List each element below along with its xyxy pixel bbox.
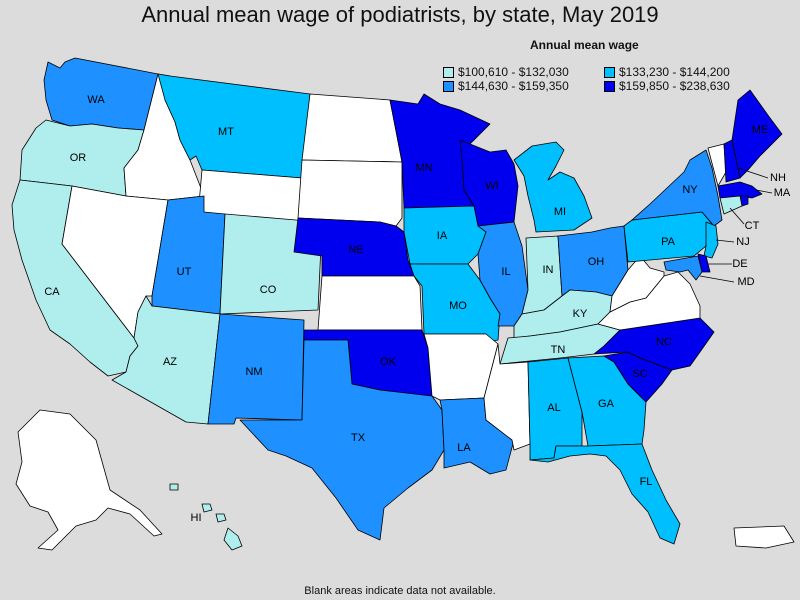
state-hi-maui[interactable] bbox=[215, 513, 227, 523]
label-me: ME bbox=[752, 124, 769, 136]
legend-swatch-3 bbox=[443, 80, 454, 92]
state-hi-oahu[interactable] bbox=[201, 503, 213, 513]
label-sc: SC bbox=[632, 368, 647, 380]
legend-label-1: $100,610 - $132,030 bbox=[458, 65, 569, 79]
legend-item-3: $144,630 - $159,350 bbox=[443, 79, 569, 93]
label-nm: NM bbox=[245, 366, 262, 378]
legend-item-2: $133,230 - $144,200 bbox=[604, 65, 730, 79]
label-pa: PA bbox=[661, 236, 676, 248]
state-fl[interactable] bbox=[529, 443, 681, 545]
footnote: Blank areas indicate data not available. bbox=[304, 585, 496, 597]
state-nd[interactable] bbox=[301, 93, 403, 163]
label-nj: NJ bbox=[736, 236, 749, 248]
legend-item-1: $100,610 - $132,030 bbox=[443, 65, 569, 79]
leader-md bbox=[699, 275, 735, 283]
legend-item-4: $159,850 - $238,630 bbox=[604, 79, 730, 93]
label-mn: MN bbox=[415, 162, 432, 174]
state-nj[interactable] bbox=[703, 221, 719, 259]
label-ma: MA bbox=[774, 187, 791, 199]
label-ct: CT bbox=[745, 220, 760, 232]
label-ne: NE bbox=[348, 244, 363, 256]
state-md[interactable] bbox=[663, 255, 703, 281]
label-mi: MI bbox=[554, 206, 566, 218]
label-ga: GA bbox=[598, 398, 615, 410]
state-ct[interactable] bbox=[719, 195, 743, 215]
state-nm[interactable] bbox=[207, 313, 305, 425]
label-ut: UT bbox=[177, 266, 192, 278]
state-il[interactable] bbox=[477, 221, 529, 327]
legend-label-2: $133,230 - $144,200 bbox=[619, 65, 730, 79]
leader-nh bbox=[737, 167, 769, 179]
state-ks[interactable] bbox=[317, 275, 423, 331]
label-wi: WI bbox=[485, 180, 498, 192]
state-wi[interactable] bbox=[459, 139, 519, 227]
legend-swatch-1 bbox=[443, 66, 454, 78]
label-tx: TX bbox=[351, 432, 366, 444]
leader-ma bbox=[755, 189, 773, 194]
state-me[interactable] bbox=[731, 89, 783, 179]
leader-ct bbox=[729, 207, 745, 225]
label-co: CO bbox=[260, 284, 277, 296]
label-ok: OK bbox=[380, 356, 397, 368]
state-hi-kauai[interactable] bbox=[169, 483, 179, 491]
label-nh: NH bbox=[770, 172, 786, 184]
legend-label-3: $144,630 - $159,350 bbox=[458, 79, 569, 93]
label-az: AZ bbox=[163, 356, 177, 368]
legend-swatch-2 bbox=[604, 66, 615, 78]
map-title: Annual mean wage of podiatrists, by stat… bbox=[141, 2, 659, 27]
state-ak[interactable] bbox=[15, 409, 163, 551]
label-ky: KY bbox=[573, 308, 588, 320]
state-sd[interactable] bbox=[297, 159, 403, 227]
label-il: IL bbox=[501, 266, 510, 278]
label-fl: FL bbox=[640, 476, 653, 488]
label-ny: NY bbox=[682, 184, 698, 196]
legend-title: Annual mean wage bbox=[530, 38, 639, 52]
label-md: MD bbox=[737, 276, 754, 288]
state-mi[interactable] bbox=[513, 141, 593, 233]
label-hi: HI bbox=[191, 512, 202, 524]
state-pr[interactable] bbox=[733, 525, 795, 549]
legend-label-4: $159,850 - $238,630 bbox=[619, 79, 730, 93]
label-wa: WA bbox=[87, 94, 105, 106]
state-mt[interactable] bbox=[157, 73, 311, 179]
legend-swatch-4 bbox=[604, 80, 615, 92]
state-tx[interactable] bbox=[239, 339, 445, 541]
label-la: LA bbox=[457, 442, 471, 454]
label-or: OR bbox=[70, 152, 87, 164]
label-ia: IA bbox=[437, 230, 448, 242]
state-nc[interactable] bbox=[593, 317, 715, 371]
label-nc: NC bbox=[656, 336, 672, 348]
label-de: DE bbox=[732, 258, 747, 270]
state-wv[interactable] bbox=[609, 255, 665, 313]
state-ny[interactable] bbox=[631, 149, 723, 227]
label-mo: MO bbox=[449, 300, 467, 312]
label-mt: MT bbox=[218, 126, 234, 138]
label-in: IN bbox=[543, 264, 554, 276]
label-oh: OH bbox=[588, 256, 605, 268]
leader-nj bbox=[715, 239, 735, 243]
label-tn: TN bbox=[551, 344, 566, 356]
label-ca: CA bbox=[44, 286, 60, 298]
state-hi[interactable] bbox=[223, 527, 243, 551]
label-al: AL bbox=[547, 402, 560, 414]
